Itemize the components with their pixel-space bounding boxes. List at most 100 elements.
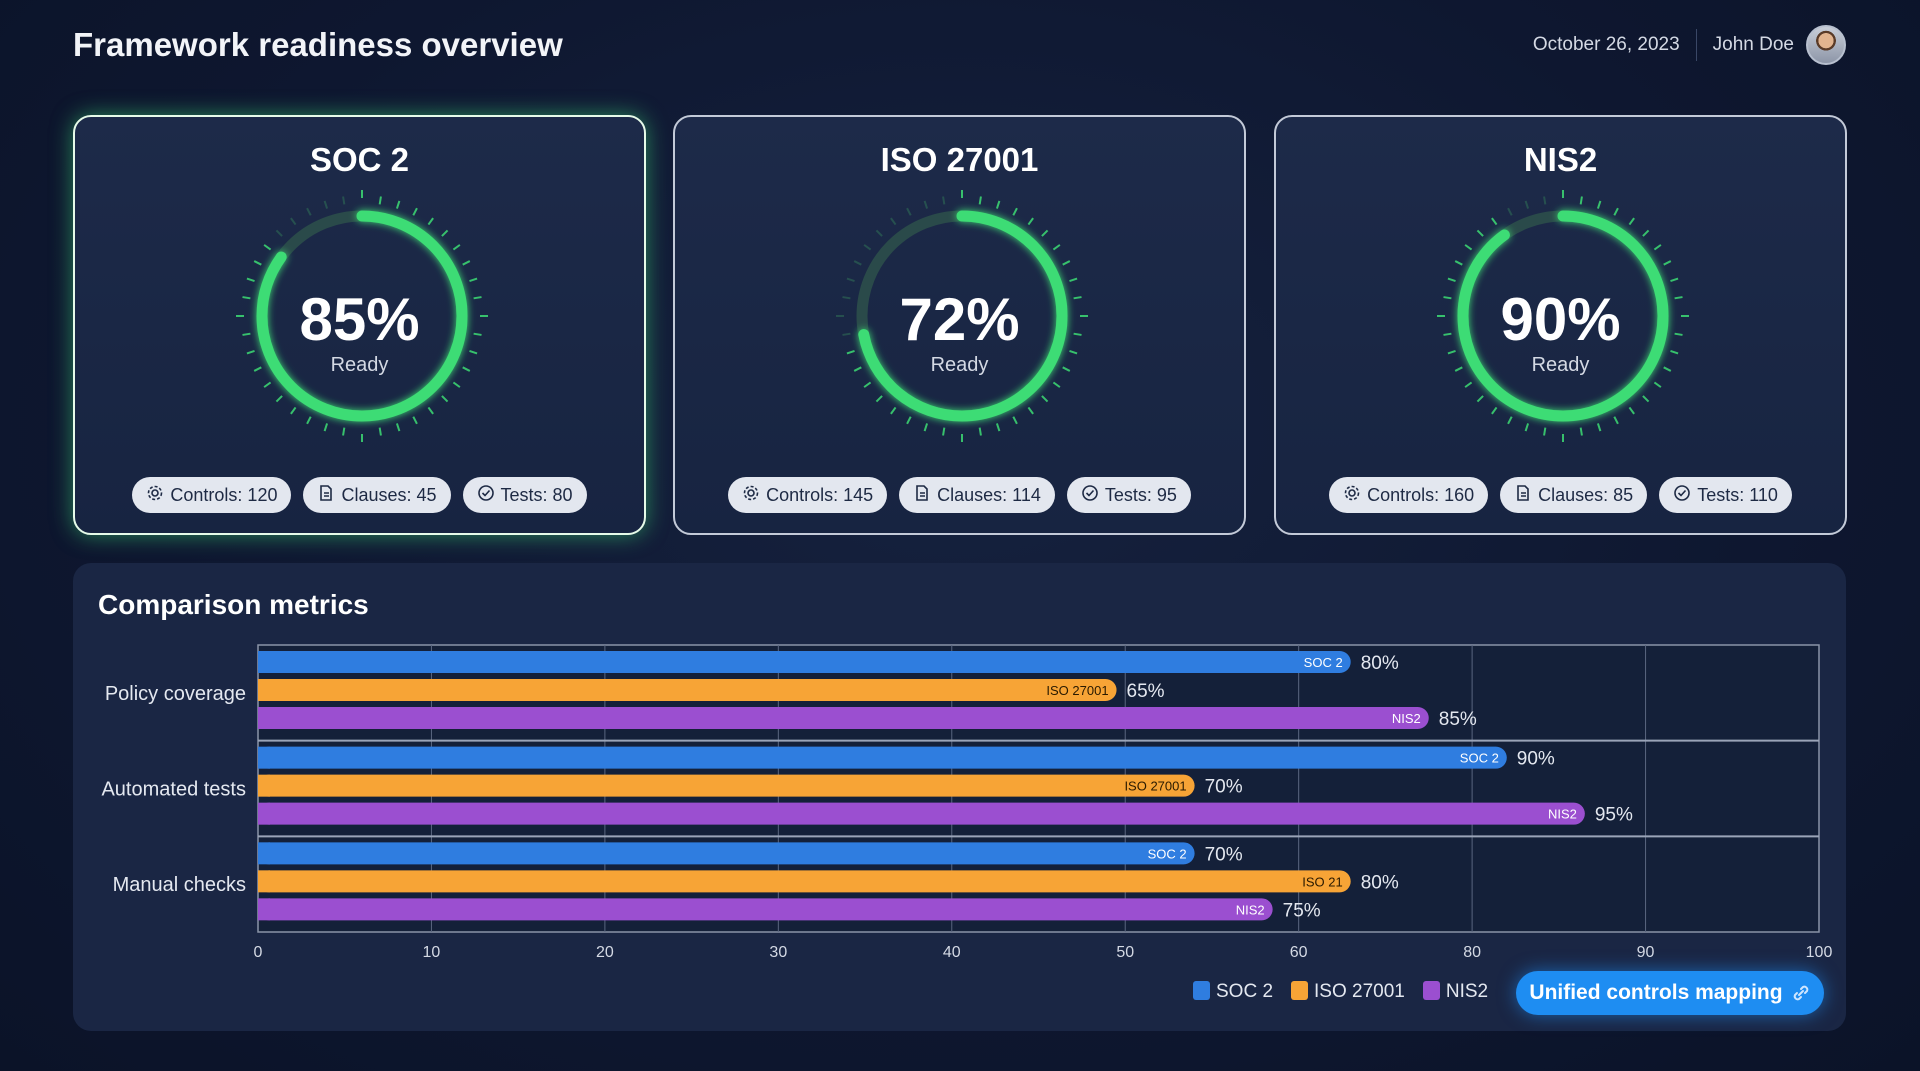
gauge-progress <box>1457 210 1669 422</box>
header-meta: October 26, 2023 John Doe <box>1533 24 1846 66</box>
x-tick-label: 90 <box>1637 944 1655 961</box>
x-tick-label: 100 <box>1806 944 1833 961</box>
gauge-tick <box>1663 366 1672 372</box>
bar[interactable] <box>258 870 1351 893</box>
gauge-progress <box>856 210 1068 422</box>
gauge-tick <box>246 277 255 283</box>
gauge-tick <box>1027 406 1034 415</box>
controls-chip[interactable]: Controls: 120 <box>132 477 292 513</box>
gauge-tick <box>995 423 1001 432</box>
gauge-tick <box>875 395 883 403</box>
gauge-tick <box>263 381 272 388</box>
clauses-chip[interactable]: Clauses: 114 <box>899 477 1055 513</box>
bar[interactable] <box>258 898 1273 921</box>
tests-chip[interactable]: Tests: 80 <box>462 477 587 513</box>
gauge-tick <box>1579 196 1583 205</box>
framework-card-1[interactable]: ISO 27001 72% Ready Controls: 145 Clause… <box>673 115 1246 535</box>
gauge-tick <box>1012 207 1018 216</box>
x-tick-label: 30 <box>769 944 787 961</box>
gauge-tick <box>1491 217 1498 226</box>
avatar[interactable] <box>1806 25 1846 65</box>
gauge-tick <box>1507 416 1513 425</box>
gauge-tick <box>890 217 897 226</box>
gauge-tick <box>1052 244 1061 251</box>
gauge-tick <box>853 260 862 266</box>
gauge-tick <box>846 277 855 283</box>
date: October 26, 2023 <box>1532 34 1680 55</box>
gauge-tick <box>275 395 283 403</box>
gauge-tick <box>441 395 449 403</box>
gauge-tick <box>469 349 478 355</box>
gauge-tick <box>863 244 872 251</box>
bar-value-label: 70% <box>1205 844 1243 865</box>
gauge-tick <box>1653 381 1662 388</box>
gauge-tick <box>1476 395 1484 403</box>
framework-card-0[interactable]: SOC 2 85% Ready Controls: 120 Clauses: 4… <box>73 115 646 535</box>
bar[interactable] <box>258 774 1195 797</box>
unified-controls-mapping-button[interactable]: Unified controls mapping <box>1516 971 1824 1015</box>
bar[interactable] <box>258 746 1507 769</box>
tests-chip[interactable]: Tests: 95 <box>1066 477 1191 513</box>
framework-name: NIS2 <box>1523 141 1598 178</box>
gauge-tick <box>1674 332 1683 336</box>
bar[interactable] <box>258 651 1351 673</box>
gauge-tick <box>1041 229 1049 237</box>
clauses-chip[interactable]: Clauses: 45 <box>303 477 451 513</box>
check-circle-icon <box>1081 484 1099 507</box>
gauge-tick <box>923 200 929 209</box>
gauge-tick <box>246 349 255 355</box>
gauge-tick <box>1062 260 1071 266</box>
bar-edge <box>258 802 270 825</box>
gauge-tick <box>323 423 329 432</box>
gauge-tick <box>342 196 346 205</box>
gauge-tick <box>842 296 851 300</box>
page-title: Framework readiness overview <box>73 26 563 63</box>
bar[interactable] <box>258 802 1585 825</box>
user-name[interactable]: John Doe <box>1712 34 1794 55</box>
gauge-tick <box>412 416 418 425</box>
framework-card-2[interactable]: NIS2 90% Ready Controls: 160 Clauses: 85… <box>1274 115 1847 535</box>
gauge-tick <box>1069 349 1078 355</box>
bar[interactable] <box>258 679 1117 701</box>
readiness-status: Ready <box>330 354 389 376</box>
bar-edge <box>258 842 270 865</box>
bar[interactable] <box>258 842 1195 865</box>
gauge-tick <box>1653 244 1662 251</box>
gauge-tick <box>1454 366 1463 372</box>
gauge-tick <box>1670 349 1679 355</box>
bar[interactable] <box>258 707 1429 729</box>
gear-icon <box>146 484 164 507</box>
controls-chip[interactable]: Controls: 145 <box>728 477 888 513</box>
framework-name: SOC 2 <box>309 141 410 178</box>
bar-series-label: ISO 27001 <box>1046 683 1108 698</box>
controls-chip[interactable]: Controls: 160 <box>1329 477 1489 513</box>
gauge-tick <box>306 416 312 425</box>
tests-chip[interactable]: Tests: 110 <box>1659 477 1792 513</box>
bar-value-label: 80% <box>1361 872 1399 893</box>
gauge-tick <box>923 423 929 432</box>
gauge-tick <box>395 423 401 432</box>
gauge-tick <box>1507 207 1513 216</box>
bar-value-label: 90% <box>1517 749 1555 770</box>
bar-value-label: 85% <box>1439 709 1477 730</box>
gauge-tick <box>275 229 283 237</box>
gauge-tick <box>1628 406 1635 415</box>
framework-name: ISO 27001 <box>880 141 1039 178</box>
gauge-tick <box>412 207 418 216</box>
gauge-tick <box>242 332 251 336</box>
gauge-tick <box>995 200 1001 209</box>
bar-series-label: NIS2 <box>1548 807 1577 822</box>
bar-series-label: NIS2 <box>1392 711 1421 726</box>
x-tick-label: 60 <box>1290 944 1308 961</box>
gauge-tick <box>942 427 946 436</box>
gauge-tick <box>1073 332 1082 336</box>
gauge-tick <box>1642 395 1650 403</box>
gauge-tick <box>378 196 382 205</box>
gauge-tick <box>452 381 461 388</box>
gauge-tick <box>306 207 312 216</box>
bar-edge <box>258 898 270 921</box>
gauge-tick <box>1476 229 1484 237</box>
gauge-tick <box>1443 332 1452 336</box>
gauge-tick <box>469 277 478 283</box>
clauses-chip[interactable]: Clauses: 85 <box>1500 477 1648 513</box>
